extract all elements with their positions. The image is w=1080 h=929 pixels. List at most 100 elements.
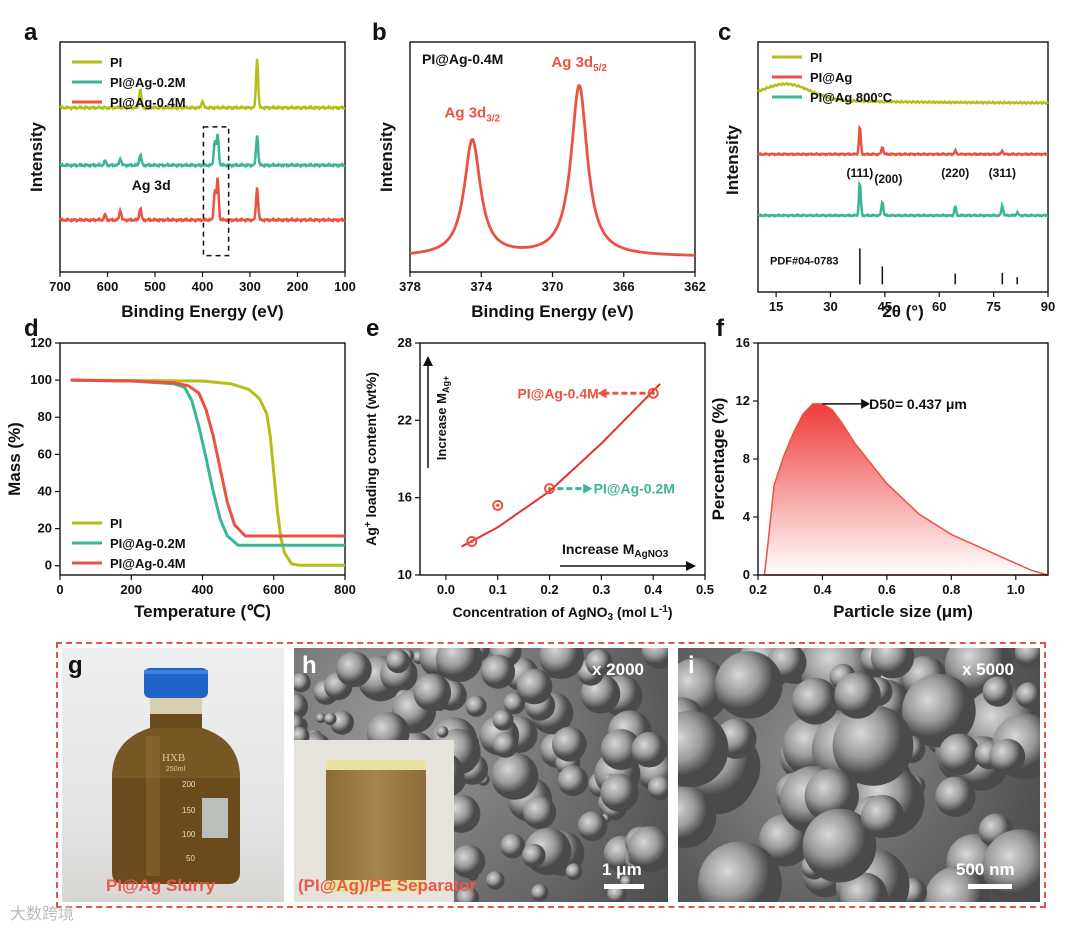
chart-d-ytick-label: 40 [38,483,52,498]
chart-e-ytick-label: 22 [398,412,412,427]
chart-b-xtick-label: 378 [399,279,421,294]
chart-d-xtick-label: 800 [334,582,356,597]
panel-label-b: b [372,19,387,46]
chart-e-xlabel: Concentration of AgNO3 (mol L-1) [452,604,672,623]
chart-f-ytick-label: 12 [736,393,750,408]
sem-particle [551,726,587,762]
chart-e-increase-magno3-main: Increase M [562,541,634,557]
chart-d-ytick-label: 20 [38,521,52,536]
bottle-grad-150: 150 [182,806,196,815]
chart-c-series-PI@Ag 800°C [757,180,1049,219]
sem-particle [870,648,915,679]
chart-e-point [647,387,659,399]
sem-particle [336,651,372,688]
sem-particle [982,829,1040,902]
chart-e-label-02: PI@Ag-0.2M [594,481,675,497]
sem-particle [577,811,608,841]
chart-d-ytick-label: 60 [38,446,52,461]
chart-b-xtick-label: 374 [470,279,492,294]
chart-b-peak-sub: 5/2 [593,63,607,74]
separator-film [326,770,426,880]
chart-c-xtick-label: 45 [878,299,892,314]
chart-a-xlabel: Binding Energy (eV) [121,302,283,321]
sem-particle [715,651,783,719]
sem-particle [492,709,514,731]
sem-particle [451,844,486,879]
chart-f-area [763,403,1049,576]
chart-d-xtick-label: 200 [120,582,142,597]
chart-e-xtick-label: 0.3 [592,582,610,597]
scale-bar-h [604,884,644,889]
sem-particle [631,731,668,768]
sem-particle [627,826,668,873]
bottle-brand: HXB [162,752,186,764]
sem-particle [521,843,546,868]
chart-d-xtick-label: 400 [192,582,214,597]
chart-d-ylabel: Mass (%) [5,422,24,496]
chart-e-increase-magno3-sub: AgNO3 [634,549,668,560]
chart-d-legend-text: PI [110,516,122,531]
chart-e-xlabel-part: 3 [608,612,614,623]
panel-label-i: i [688,652,695,679]
chart-e-increase-mag-sub: Ag+ [441,376,451,393]
chart-a-xtick-label: 600 [97,279,119,294]
sem-particle [486,871,505,890]
sem-particle [600,729,642,771]
chart-e-xlabel-part: (mol L [613,604,659,620]
sem-particle [982,676,1013,707]
chart-f-xtick-label: 1.0 [1007,582,1025,597]
chart-e-arrow-04-head [597,388,607,399]
chart-b-title: PI@Ag-0.4M [422,51,503,67]
chart-d-frame [59,342,346,576]
sem-particle [647,775,668,801]
sem-particle [324,712,337,726]
chart-d-series-PI@Ag-0.4M [70,378,345,538]
chart-c-reference: PDF#04-0783 [770,255,839,267]
chart-c-series-PI@Ag [757,124,1049,157]
sem-particle [294,693,309,720]
chart-e-point [544,483,556,495]
chart-f-ylabel: Percentage (%) [709,398,728,521]
chart-e-point-dot [496,503,500,507]
panel-label-c: c [718,19,731,46]
chart-e-point [492,499,504,511]
caption-separator: (PI@Ag)/PE Separator [298,876,477,895]
chart-f-arrow-head [861,398,871,409]
chart-a-xtick-label: 100 [334,279,356,294]
bottle-grad-100: 100 [182,830,196,839]
sem-particle [678,710,729,788]
chart-c-xtick-label: 15 [769,299,783,314]
chart-d-ytick-label: 100 [30,372,52,387]
chart-e-point-dot [547,487,552,491]
chart-d-series-PI [70,378,345,567]
panel-label-g: g [68,652,83,679]
chart-b-peak-label: Ag 3d5/2 [551,54,607,74]
sem-particle [516,668,553,705]
chart-e-ytick-label: 10 [398,567,412,582]
sem-particle [938,733,981,776]
chart-b-spectrum [409,83,695,257]
chart-d-legend-text: PI@Ag-0.4M [110,556,186,571]
panel-label-f: f [716,315,725,342]
sem-particle [832,705,914,786]
chart-b-peak-main: Ag 3d [445,105,487,122]
chart-b-xlabel: Binding Energy (eV) [471,302,633,321]
sem-particle [678,786,717,848]
chart-d-ytick-label: 120 [30,335,52,350]
separator-roll [326,760,426,892]
chart-e-xlabel-part: ) [668,604,673,620]
chart-e-arrow-02-head [583,483,593,494]
chart-a-legend-text: PI@Ag-0.4M [110,95,186,110]
chart-b-xtick-label: 362 [684,279,706,294]
sem-particle [557,765,589,797]
chart-f-xtick-label: 0.2 [749,582,767,597]
sem-particle [802,808,877,883]
chart-e-label-04: PI@Ag-0.4M [517,385,598,401]
chart-c-legend-text: PI@Ag 800°C [810,90,893,105]
chart-c-xtick-label: 75 [986,299,1000,314]
chart-d-xtick-label: 600 [263,582,285,597]
sem-particle [1015,682,1040,709]
panel-label-a: a [24,19,38,46]
sem-particle [481,654,516,689]
chart-e-frame [419,342,706,576]
